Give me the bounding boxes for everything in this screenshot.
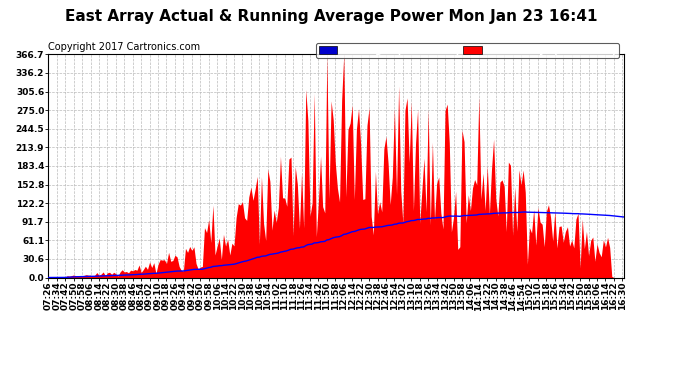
Text: East Array Actual & Running Average Power Mon Jan 23 16:41: East Array Actual & Running Average Powe… <box>65 9 598 24</box>
Legend: Average  (DC Watts), East Array  (DC Watts): Average (DC Watts), East Array (DC Watts… <box>316 43 619 58</box>
Text: Copyright 2017 Cartronics.com: Copyright 2017 Cartronics.com <box>48 42 200 52</box>
